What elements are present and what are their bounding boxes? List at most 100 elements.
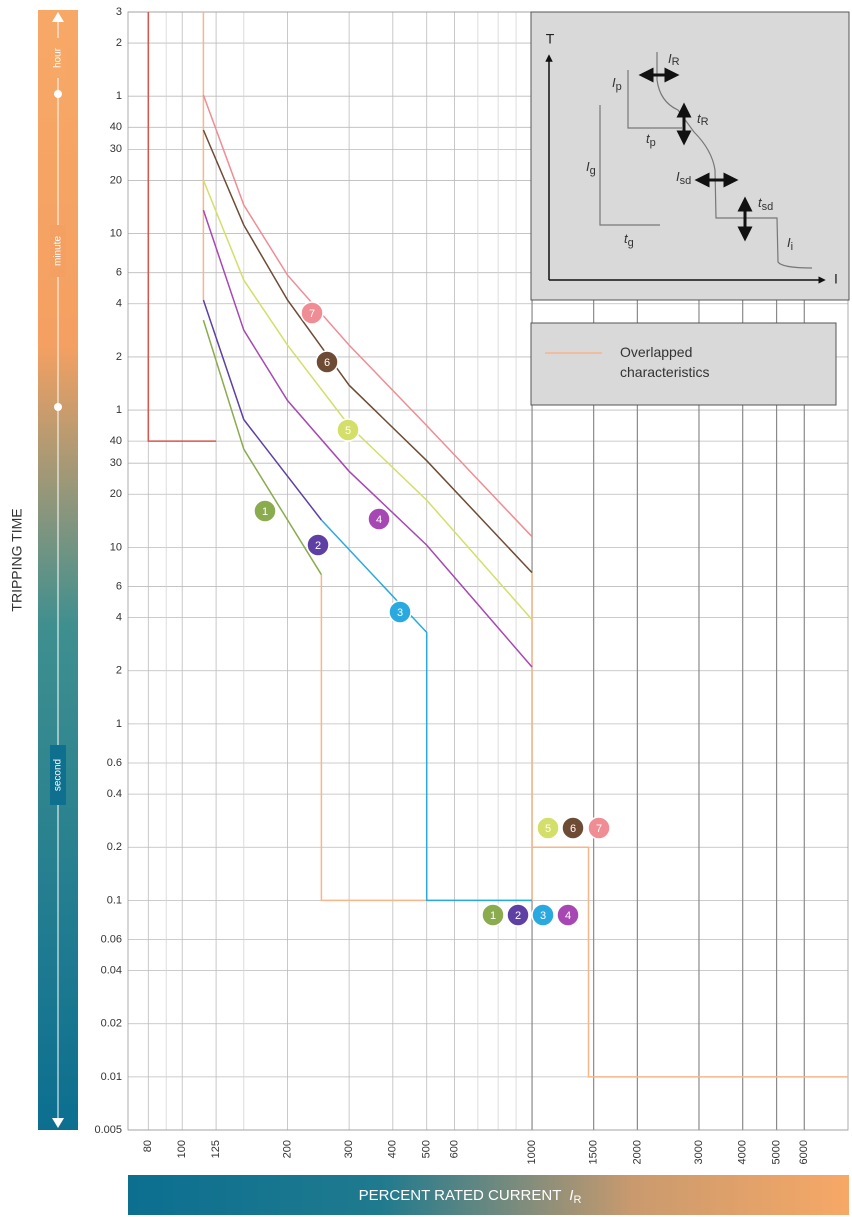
inset-label: IR xyxy=(668,51,680,67)
label-part: I xyxy=(787,235,791,250)
badge xyxy=(336,418,360,442)
unit-bg xyxy=(50,225,66,277)
badge xyxy=(587,816,611,840)
inset-label: tg xyxy=(624,231,634,248)
badge xyxy=(561,816,585,840)
inset-label: Ip xyxy=(612,75,622,92)
label-part: i xyxy=(791,241,793,253)
series-line xyxy=(320,519,532,902)
badge-label: 3 xyxy=(397,607,403,619)
y-tick-label: 0.04 xyxy=(101,965,122,977)
x-axis-subscript: R xyxy=(573,1194,581,1206)
y-tick-label: 0.4 xyxy=(107,788,122,800)
badge xyxy=(536,816,560,840)
x-tick-label: 500 xyxy=(421,1140,433,1158)
label-part: p xyxy=(650,137,656,149)
badge xyxy=(531,903,555,927)
x-tick-label: 1500 xyxy=(588,1140,600,1164)
y-tick-label: 0.02 xyxy=(101,1018,122,1030)
label-part: I xyxy=(586,159,590,174)
inset-label: Ii xyxy=(787,235,793,252)
badge-label: 6 xyxy=(324,357,330,369)
unit-label: second xyxy=(53,759,64,791)
badge xyxy=(556,903,580,927)
badge-label: 1 xyxy=(262,506,268,518)
inset-y-label: T xyxy=(546,31,555,47)
inset-label: Isd xyxy=(676,169,691,186)
y-tick-label: 2 xyxy=(116,665,122,677)
unit-divider xyxy=(54,403,62,411)
y-tick-label: 2 xyxy=(116,37,122,49)
legend-label: Overlapped characteristics xyxy=(620,344,710,380)
y-tick-label: 0.6 xyxy=(107,757,122,769)
x-tick-label: 600 xyxy=(448,1140,460,1158)
label-part: p xyxy=(616,81,622,93)
badge-label: 2 xyxy=(315,540,321,552)
y-tick-label: 0.005 xyxy=(94,1124,122,1136)
label-part: R xyxy=(701,116,709,128)
badge-label: 5 xyxy=(545,823,551,835)
x-tick-label: 80 xyxy=(142,1140,154,1152)
x-axis-label-text: PERCENT RATED CURRENT xyxy=(359,1187,562,1204)
y-tick-label: 4 xyxy=(116,612,122,624)
badge xyxy=(315,350,339,374)
y-tick-label: 10 xyxy=(110,541,122,553)
badge xyxy=(306,533,330,557)
x-tick-label: 6000 xyxy=(798,1140,810,1164)
unit-divider xyxy=(54,90,62,98)
unit-bg xyxy=(50,38,66,78)
series-line xyxy=(202,299,322,521)
label-part: g xyxy=(628,237,634,249)
y-tick-label: 4 xyxy=(116,298,122,310)
inset-curve xyxy=(599,105,660,226)
label-part: g xyxy=(590,165,596,177)
badges: 1 2 3 4 5 6 7 1 2 3 4 5 6 7 xyxy=(253,301,611,927)
badge-label: 7 xyxy=(309,308,315,320)
badge-label: 1 xyxy=(490,910,496,922)
x-tick-label: 3000 xyxy=(693,1140,705,1164)
badge xyxy=(253,499,277,523)
y-tick-label: 0.1 xyxy=(107,894,122,906)
x-tick-label: 125 xyxy=(210,1140,222,1158)
curves xyxy=(147,12,848,1078)
y-tick-label: 1 xyxy=(116,718,122,730)
badge xyxy=(300,301,324,325)
y-tick-label: 30 xyxy=(110,457,122,469)
label-part: sd xyxy=(762,201,774,213)
y-tick-label: 20 xyxy=(110,488,122,500)
badge xyxy=(481,903,505,927)
x-tick-label: 5000 xyxy=(770,1140,782,1164)
label-part: I xyxy=(612,75,616,90)
y-tick-label: 0.06 xyxy=(101,933,122,945)
inset: T I IR tR Ip tp Ig tg Isd tsd Ii xyxy=(530,11,850,301)
unit-label: minute xyxy=(53,236,64,266)
y-tick-label: 0.2 xyxy=(107,841,122,853)
label-part: sd xyxy=(680,175,692,187)
y-tick-label: 2 xyxy=(116,351,122,363)
current-bar xyxy=(128,1175,849,1215)
x-tick-label: 2000 xyxy=(631,1140,643,1164)
series-line xyxy=(147,12,217,442)
series-line xyxy=(202,319,323,576)
x-tick-label: 200 xyxy=(281,1140,293,1158)
x-tick-label: 4000 xyxy=(737,1140,749,1164)
x-tick-label: 400 xyxy=(387,1140,399,1158)
badge xyxy=(388,600,412,624)
label-part: R xyxy=(672,56,680,68)
x-tick-label: 300 xyxy=(343,1140,355,1158)
inset-curve xyxy=(627,70,682,129)
label-part: I xyxy=(668,51,672,66)
x-tick-label: 1000 xyxy=(526,1140,538,1164)
unit-bg xyxy=(50,745,66,805)
x-tick-label: 100 xyxy=(176,1140,188,1158)
y-tick-label: 6 xyxy=(116,580,122,592)
badge xyxy=(506,903,530,927)
legend-box xyxy=(530,322,837,406)
badge-label: 7 xyxy=(596,823,602,835)
inset-curve xyxy=(656,52,813,269)
label-part: t xyxy=(697,111,702,126)
badge xyxy=(367,507,391,531)
y-axis-label: TRIPPING TIME xyxy=(9,508,25,611)
